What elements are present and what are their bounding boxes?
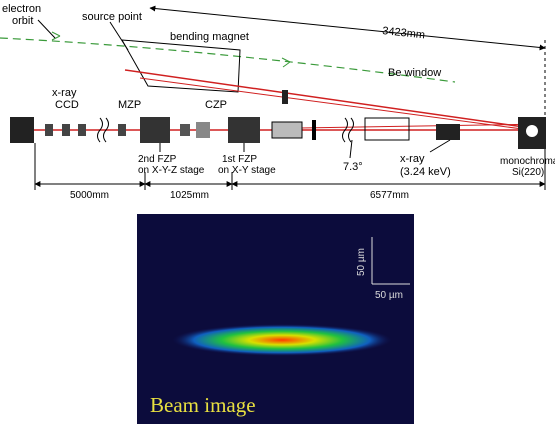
label: 2nd FZP — [138, 154, 177, 165]
label: 3423mm — [382, 25, 426, 41]
label: (3.24 keV) — [400, 166, 451, 178]
label: monochromator — [500, 156, 555, 167]
component — [282, 90, 288, 104]
label: Si(220) — [512, 167, 544, 178]
dimension-label: 1025mm — [170, 190, 209, 201]
component — [196, 122, 210, 138]
component — [312, 120, 316, 140]
label: 7.3° — [343, 161, 363, 173]
label: orbit — [12, 15, 33, 27]
component — [118, 124, 126, 136]
label: on X-Y stage — [218, 165, 276, 176]
pointer — [350, 140, 352, 158]
pointer — [430, 140, 450, 152]
electron-orbit — [0, 38, 455, 82]
label: bending magnet — [170, 31, 249, 43]
mzp-stage — [140, 117, 170, 143]
component — [78, 124, 86, 136]
label: x-ray — [52, 87, 77, 99]
figure: electron orbit source point bending magn… — [0, 0, 555, 424]
label: CZP — [205, 99, 227, 111]
component — [45, 124, 53, 136]
component — [436, 124, 460, 140]
pointer — [38, 20, 55, 38]
label: source point — [82, 11, 142, 23]
xray-beam — [125, 70, 545, 130]
scale-label: 50 µm — [375, 290, 403, 301]
dimension-label: 5000mm — [70, 190, 109, 201]
dimension-label: 6577mm — [370, 190, 409, 201]
label: MZP — [118, 99, 141, 111]
component — [365, 118, 409, 140]
ccd — [10, 117, 34, 143]
crystal — [526, 125, 538, 137]
label: CCD — [55, 99, 79, 111]
component — [62, 124, 70, 136]
czp-stage — [228, 117, 260, 143]
label: Be window — [388, 67, 441, 79]
label: electron — [2, 3, 41, 15]
scale-label: 50 µm — [356, 248, 367, 276]
component — [180, 124, 190, 136]
beam-spot — [172, 324, 392, 356]
label: on X-Y-Z stage — [138, 165, 205, 176]
image-label: Beam image — [150, 393, 256, 417]
label: x-ray — [400, 153, 425, 165]
label: 1st FZP — [222, 154, 257, 165]
component — [272, 122, 302, 138]
orbit-arrow — [282, 58, 290, 67]
